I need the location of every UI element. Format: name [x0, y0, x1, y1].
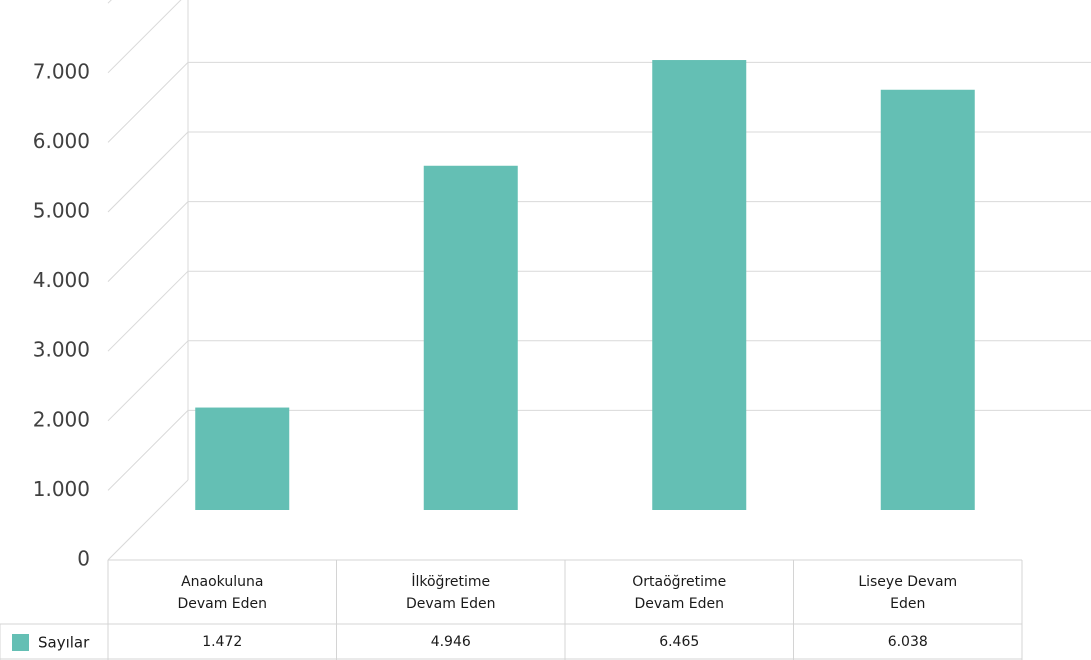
gridline-side — [107, 270, 189, 352]
gridline-side — [107, 201, 189, 282]
y-tick-label: 3.000 — [33, 338, 90, 362]
y-tick-label: 6.000 — [33, 129, 90, 153]
gridline-side — [107, 410, 189, 491]
bar — [652, 60, 747, 510]
data-label: 1.472 — [202, 634, 242, 650]
category-label: Devam Eden — [406, 596, 496, 612]
y-tick-label: 4.000 — [33, 268, 90, 292]
legend-swatch — [12, 634, 29, 651]
y-tick-label: 0 — [77, 547, 90, 571]
category-label: Liseye Devam — [858, 574, 957, 590]
data-label: 6.038 — [888, 634, 928, 650]
data-label: 4.946 — [431, 634, 471, 650]
gridline-side — [107, 0, 182, 74]
bars — [195, 60, 975, 511]
y-tick-label: 1.000 — [33, 477, 90, 501]
y-tick-label: 5.000 — [33, 199, 90, 223]
category-label: Devam Eden — [177, 596, 267, 612]
bar — [880, 89, 975, 511]
y-axis-ticks: 0 1.000 2.000 3.000 4.000 5.000 6.000 7.000 — [33, 59, 90, 570]
category-label: Devam Eden — [634, 596, 724, 612]
data-label: 6.465 — [659, 634, 699, 650]
bar — [423, 165, 518, 510]
y-tick-label: 2.000 — [33, 407, 90, 431]
gridline-side — [107, 131, 189, 213]
data-table: Anaokuluna Devam Eden İlköğretime Devam Ede… — [0, 559, 1023, 660]
bar — [195, 407, 290, 510]
gridline-side — [107, 62, 189, 143]
gridline-side — [107, 340, 189, 422]
category-label: Eden — [890, 596, 925, 612]
category-label: İlköğretime — [411, 572, 490, 590]
category-label: Anaokuluna — [181, 574, 263, 590]
gridline-side — [107, 0, 112, 4]
category-label: Ortaöğretime — [632, 574, 726, 590]
y-tick-label: 7.000 — [33, 59, 90, 83]
legend-label: Sayılar — [38, 634, 90, 652]
gridline-side — [107, 479, 189, 561]
